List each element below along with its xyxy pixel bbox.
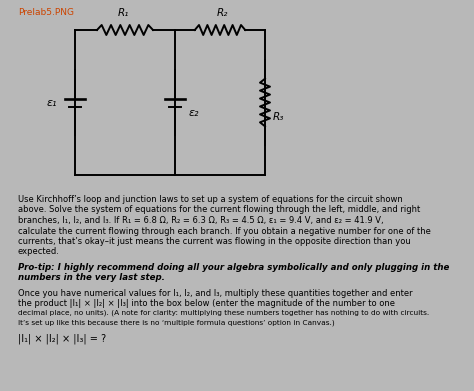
Text: R₂: R₂ <box>216 8 228 18</box>
Text: above. Solve the system of equations for the current flowing through the left, m: above. Solve the system of equations for… <box>18 206 420 215</box>
Text: branches, I₁, I₂, and I₃. If R₁ = 6.8 Ω, R₂ = 6.3 Ω, R₃ = 4.5 Ω, ε₁ = 9.4 V, and: branches, I₁, I₂, and I₃. If R₁ = 6.8 Ω,… <box>18 216 383 225</box>
Text: R₁: R₁ <box>117 8 128 18</box>
Text: Prelab5.PNG: Prelab5.PNG <box>18 8 74 17</box>
Text: Use Kirchhoff’s loop and junction laws to set up a system of equations for the c: Use Kirchhoff’s loop and junction laws t… <box>18 195 403 204</box>
Text: decimal place, no units). (A note for clarity: multiplying these numbers togethe: decimal place, no units). (A note for cl… <box>18 310 429 316</box>
Text: ε₁: ε₁ <box>46 97 57 108</box>
Text: It’s set up like this because there is no ‘multiple formula questions’ option in: It’s set up like this because there is n… <box>18 319 335 325</box>
Text: Once you have numerical values for I₁, I₂, and I₃, multiply these quantities tog: Once you have numerical values for I₁, I… <box>18 289 413 298</box>
Text: R₃: R₃ <box>273 113 284 122</box>
Text: |I₁| × |I₂| × |I₃| = ?: |I₁| × |I₂| × |I₃| = ? <box>18 333 106 344</box>
Text: currents, that’s okay–it just means the current was flowing in the opposite dire: currents, that’s okay–it just means the … <box>18 237 411 246</box>
Text: the product |I₁| × |I₂| × |I₃| into the box below (enter the magnitude of the nu: the product |I₁| × |I₂| × |I₃| into the … <box>18 300 395 308</box>
Text: expected.: expected. <box>18 248 60 256</box>
Text: calculate the current flowing through each branch. If you obtain a negative numb: calculate the current flowing through ea… <box>18 226 431 235</box>
Text: Pro-tip: I highly recommend doing all your algebra symbolically and only pluggin: Pro-tip: I highly recommend doing all yo… <box>18 263 449 272</box>
Text: ε₂: ε₂ <box>189 108 200 118</box>
Text: numbers in the very last step.: numbers in the very last step. <box>18 273 165 283</box>
